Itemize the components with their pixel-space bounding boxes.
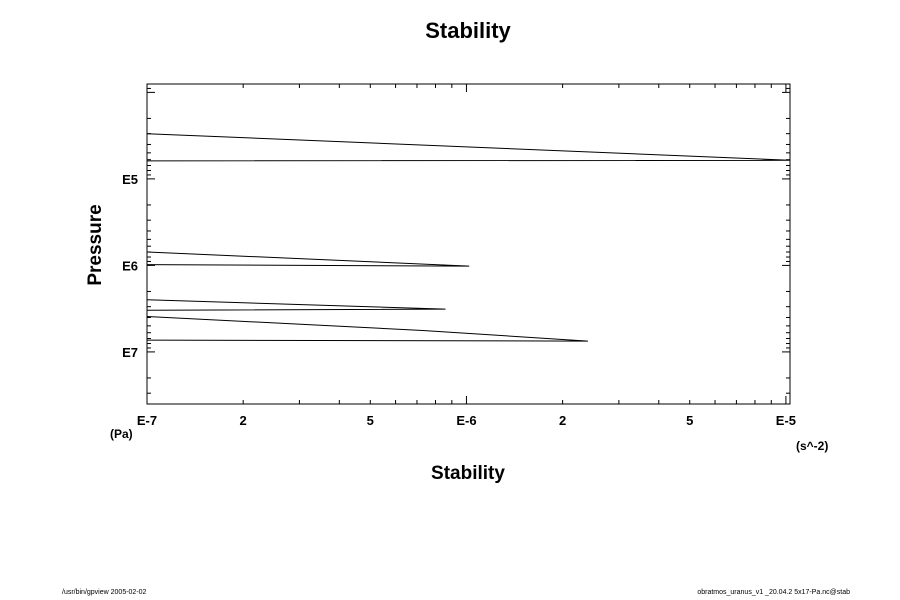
y-axis-title: Pressure xyxy=(85,204,106,285)
x-tick-label: E-7 xyxy=(137,413,157,428)
y-tick-label: E7 xyxy=(122,345,138,360)
y-tick-label: E6 xyxy=(122,258,138,273)
chart-title: Stability xyxy=(425,18,511,43)
y-tick-label: E5 xyxy=(122,172,138,187)
x-tick-label: E-5 xyxy=(776,413,796,428)
x-tick-label: E-6 xyxy=(456,413,476,428)
x-tick-label: 5 xyxy=(686,413,693,428)
y-axis-unit: (Pa) xyxy=(110,427,133,441)
x-tick-label: 2 xyxy=(240,413,247,428)
data-lines xyxy=(147,133,791,342)
footer-left-text: /usr/bin/gpview 2005-02-02 xyxy=(62,589,147,596)
x-tick-labels: E-7 2 5 E-6 2 5 E-5 xyxy=(137,413,796,428)
x-axis-title: Stability xyxy=(431,463,505,484)
footer-right-text: obratmos_uranus_v1 _20.04.2 5x17-Pa.nc@s… xyxy=(697,589,850,596)
plot-frame xyxy=(146,83,791,405)
series-line xyxy=(147,133,791,342)
minor-ticks xyxy=(146,83,790,405)
x-axis-unit: (s^-2) xyxy=(796,439,828,453)
x-tick-label: 5 xyxy=(367,413,374,428)
y-tick-labels: E5 E6 E7 xyxy=(122,172,138,360)
x-tick-label: 2 xyxy=(559,413,566,428)
